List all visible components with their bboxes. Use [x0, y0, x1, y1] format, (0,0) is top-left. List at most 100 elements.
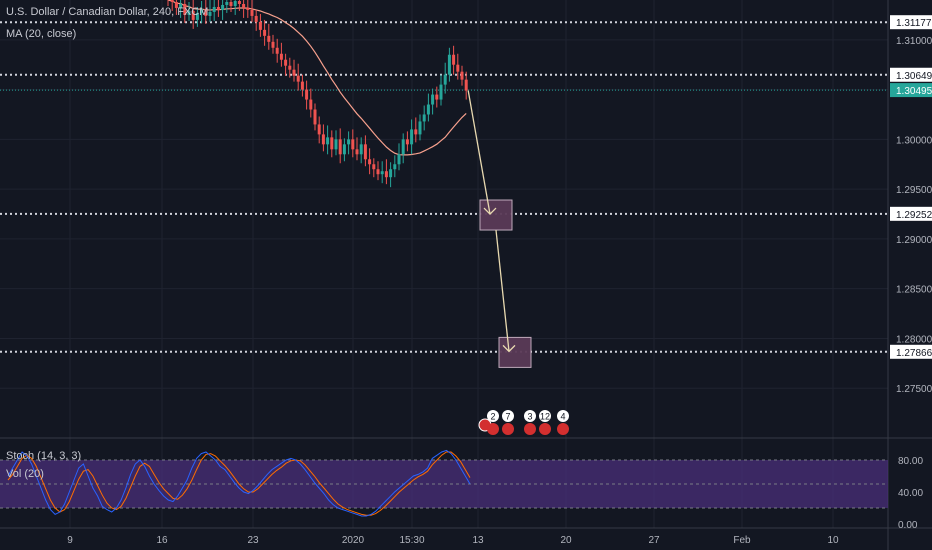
arrow-head	[483, 207, 497, 215]
candle-body	[195, 12, 199, 20]
candle-body	[414, 129, 418, 135]
candle-body	[321, 134, 325, 145]
price-tick-label: 1.29500	[896, 185, 932, 196]
time-axis: 9 16 23 2020 15:30 13 20 27 Feb 10	[67, 535, 839, 546]
candle-body	[363, 144, 367, 160]
candle-body	[284, 59, 288, 66]
candle-body	[351, 139, 355, 150]
current-price-label: 1.30495	[896, 86, 932, 97]
candle-body	[183, 3, 187, 15]
candle-body	[368, 159, 372, 165]
count-badge-label: 12	[540, 412, 550, 422]
flag-badge-icon	[502, 423, 514, 435]
price-tick-label: 1.27500	[896, 384, 932, 395]
candle-body	[456, 64, 460, 72]
candle-body	[233, 0, 237, 6]
flag-badge-icon	[487, 423, 499, 435]
time-tick-label: 10	[827, 535, 839, 546]
flag-badge-icon	[539, 423, 551, 435]
price-axis: 1.310001.305001.300001.295001.290001.285…	[890, 15, 932, 531]
level-price-label: 1.27866	[896, 348, 932, 359]
time-tick-label: 2020	[342, 535, 365, 546]
count-badge-label: 3	[527, 412, 532, 422]
candle-body	[263, 29, 267, 36]
candle-body	[401, 139, 405, 155]
candle-body	[305, 89, 309, 100]
candle-body	[359, 144, 363, 155]
candle-body	[418, 121, 422, 135]
level-price-label: 1.29252	[896, 210, 932, 221]
candle-body	[179, 3, 183, 8]
candle-body	[326, 137, 330, 145]
candle-body	[242, 3, 246, 8]
candle-body	[246, 7, 250, 10]
stoch-legend[interactable]: Stoch (14, 3, 3)	[6, 450, 82, 462]
flag-badge-icon	[557, 423, 569, 435]
candle-body	[452, 54, 456, 65]
count-badge	[502, 410, 514, 422]
level-price-label: 1.31177	[896, 18, 932, 29]
candle-body	[267, 35, 271, 42]
stoch-k-line	[7, 449, 471, 517]
count-badge-label: 4	[560, 412, 565, 422]
count-badge	[557, 410, 569, 422]
candle-body	[330, 137, 334, 150]
candle-body	[355, 149, 359, 155]
vol-legend[interactable]: Vol (20)	[6, 468, 44, 480]
candle-body	[464, 79, 468, 91]
candle-body	[443, 74, 447, 85]
time-tick-label: 13	[472, 535, 484, 546]
stoch-tick-label: 40.00	[898, 488, 923, 499]
candle-body	[288, 65, 292, 70]
candle-body	[204, 8, 208, 16]
stoch-d-line	[7, 451, 471, 516]
candle-body	[300, 81, 304, 90]
ma-legend[interactable]: MA (20, close)	[6, 28, 77, 40]
candle-body	[292, 69, 296, 76]
candle-body	[237, 0, 241, 4]
candle-body	[200, 8, 204, 13]
candle-body	[435, 94, 439, 100]
candle-body	[460, 71, 464, 80]
symbol-title[interactable]: U.S. Dollar / Canadian Dollar, 240, FXCM	[6, 6, 209, 18]
candle-body	[376, 169, 380, 175]
candle-body	[313, 109, 317, 125]
candle-body	[254, 15, 258, 22]
candle-body	[229, 1, 233, 6]
candle-body	[410, 129, 414, 145]
time-tick-label: 23	[247, 535, 259, 546]
level-price-tag	[890, 344, 932, 359]
candle-body	[212, 6, 216, 12]
price-tick-label: 1.31000	[896, 36, 932, 47]
time-tick-label: 16	[156, 535, 168, 546]
candle-body	[372, 164, 376, 170]
count-badge-label: 2	[490, 412, 495, 422]
price-tick-label: 1.29000	[896, 235, 932, 246]
candle-body	[258, 21, 262, 30]
candle-body	[225, 1, 229, 5]
candle-body	[347, 139, 351, 145]
candle-body	[334, 139, 338, 150]
level-price-tag	[890, 67, 932, 82]
stoch-tick-label: 80.00	[898, 456, 923, 467]
time-tick-label: 27	[648, 535, 660, 546]
count-badge	[524, 410, 536, 422]
price-tick-label: 1.30000	[896, 135, 932, 146]
candle-body	[208, 11, 212, 16]
candle-body	[426, 104, 430, 115]
candle-body	[342, 144, 346, 155]
candle-body	[271, 41, 275, 48]
price-levels	[0, 21, 888, 353]
candle-body	[405, 139, 409, 145]
candle-body	[191, 10, 195, 20]
candle-body	[187, 10, 191, 15]
flag-badge-icon	[524, 423, 536, 435]
arrow-head	[502, 344, 516, 353]
time-tick-label: Feb	[733, 535, 751, 546]
price-tick-label: 1.28000	[896, 334, 932, 345]
candle-body	[439, 84, 443, 100]
candle-body	[384, 171, 388, 178]
candle-body	[317, 124, 321, 135]
